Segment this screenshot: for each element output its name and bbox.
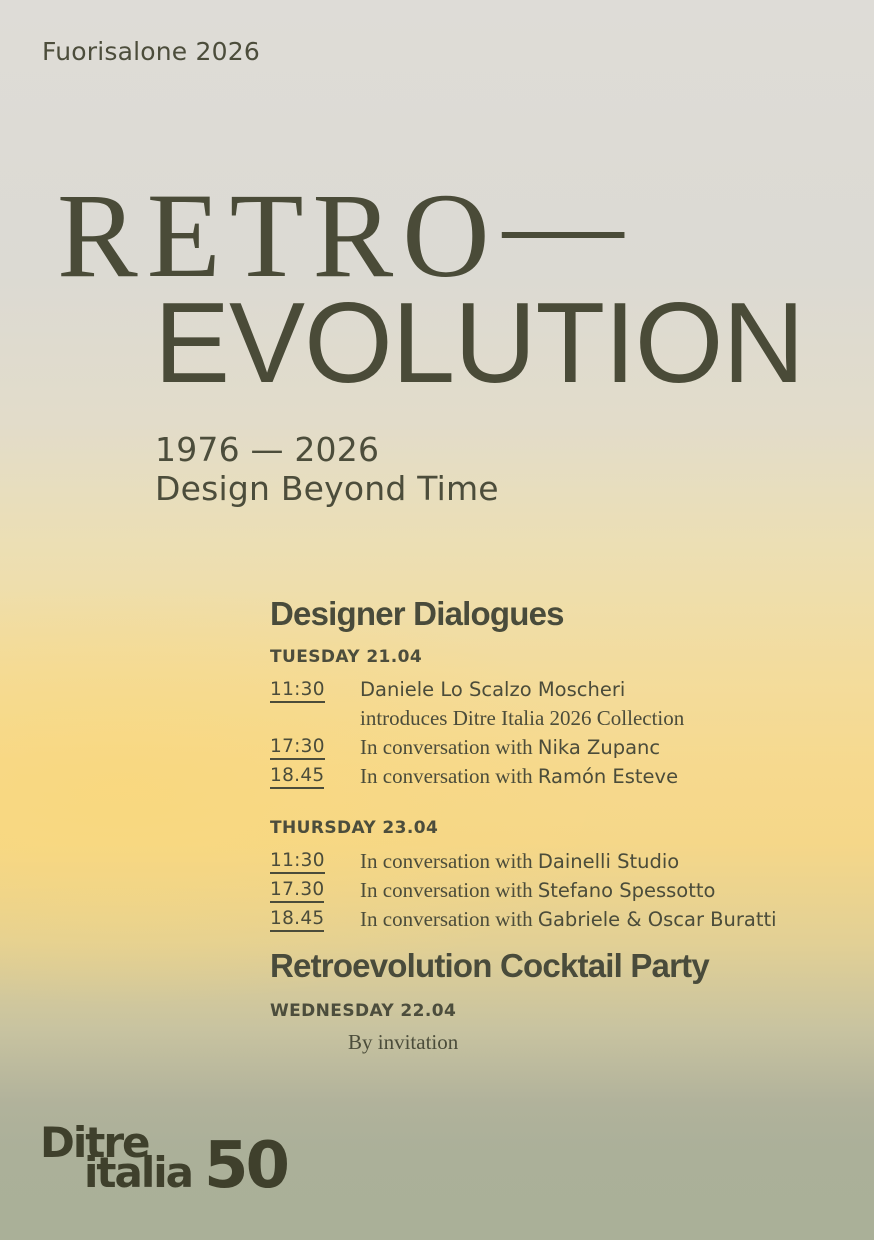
- designer-name: Gabriele & Oscar Buratti: [537, 908, 777, 931]
- event-row: 11:30 In conversation with Dainelli Stud…: [270, 847, 830, 876]
- event-time-text: 18.45: [270, 908, 325, 932]
- event-time: 17.30: [270, 876, 360, 904]
- event-time-text: 17:30: [270, 736, 325, 760]
- event-description: In conversation with Gabriele & Oscar Bu…: [360, 905, 830, 934]
- event-row: 18.45 In conversation with Gabriele & Os…: [270, 905, 830, 934]
- section-heading-cocktail: Retroevolution Cocktail Party: [270, 947, 710, 984]
- designer-name: Dainelli Studio: [537, 850, 680, 873]
- thursday-events: 11:30 In conversation with Dainelli Stud…: [270, 847, 830, 934]
- event-description: In conversation with Nika Zupanc: [360, 733, 830, 762]
- designer-dialogues-section: Designer Dialogues TUESDAY 21.04 11:30 D…: [270, 594, 830, 934]
- logo-line1: Ditre: [40, 1118, 151, 1167]
- years-range: 1976 — 2026: [155, 430, 380, 469]
- event-row: 17:30 In conversation with Nika Zupanc: [270, 733, 830, 762]
- event-prefix: In conversation with: [360, 849, 538, 873]
- event-time: 11:30: [270, 676, 360, 704]
- event-description: In conversation with Ramón Esteve: [360, 762, 830, 791]
- section-heading-dialogues: Designer Dialogues: [270, 595, 564, 632]
- event-time-text: 17.30: [270, 879, 325, 903]
- event-time-text: 11:30: [270, 850, 325, 874]
- logo-anniversary-50: 50: [203, 1129, 290, 1203]
- event-prefix: In conversation with: [360, 878, 538, 902]
- day-label-tuesday: TUESDAY 21.04: [270, 647, 423, 667]
- poster-title-line2: EVOLUTION: [154, 280, 805, 407]
- title-dates-block: 1976 — 2026 Design Beyond Time: [155, 430, 499, 508]
- day-label-thursday: THURSDAY 23.04: [270, 818, 439, 838]
- event-description: In conversation with Stefano Spessotto: [360, 876, 830, 905]
- designer-name: Stefano Spessotto: [537, 879, 716, 902]
- event-time: 11:30: [270, 847, 360, 875]
- event-time: 18.45: [270, 762, 360, 790]
- day-label-wednesday: WEDNESDAY 22.04: [270, 1001, 457, 1021]
- tagline: Design Beyond Time: [155, 469, 499, 508]
- event-row: 17.30 In conversation with Stefano Spess…: [270, 876, 830, 905]
- event-time: 17:30: [270, 733, 360, 761]
- event-row: 18.45 In conversation with Ramón Esteve: [270, 762, 830, 791]
- event-prefix: In conversation with: [360, 764, 538, 788]
- event-prefix: In conversation with: [360, 907, 538, 931]
- event-label: Fuorisalone 2026: [42, 37, 260, 66]
- designer-name: Daniele Lo Scalzo Moscheri: [360, 678, 626, 701]
- event-prefix: In conversation with: [360, 735, 538, 759]
- event-time-text: 18.45: [270, 765, 325, 789]
- event-detail: introduces Ditre Italia 2026 Collection: [360, 706, 685, 730]
- logo-wordmark: Ditre italia: [40, 1118, 194, 1197]
- cocktail-party-section: Retroevolution Cocktail Party WEDNESDAY …: [270, 946, 830, 1056]
- event-description: Daniele Lo Scalzo Moscheri introduces Di…: [360, 676, 830, 733]
- title-dash: —: [502, 156, 624, 290]
- designer-name: Ramón Esteve: [537, 765, 679, 788]
- invitation-note: By invitation: [348, 1030, 459, 1054]
- designer-name: Nika Zupanc: [537, 736, 661, 759]
- logo-line2: italia: [84, 1148, 194, 1197]
- poster-title-line1: RETRO—: [57, 163, 624, 297]
- event-time: 18.45: [270, 905, 360, 933]
- event-row: 11:30 Daniele Lo Scalzo Moscheri introdu…: [270, 676, 830, 733]
- event-description: In conversation with Dainelli Studio: [360, 847, 830, 876]
- event-time-text: 11:30: [270, 679, 325, 703]
- ditre-italia-logo: Ditre italia 50: [40, 1118, 290, 1203]
- tuesday-events: 11:30 Daniele Lo Scalzo Moscheri introdu…: [270, 676, 830, 791]
- title-word-retro: RETRO: [57, 169, 499, 303]
